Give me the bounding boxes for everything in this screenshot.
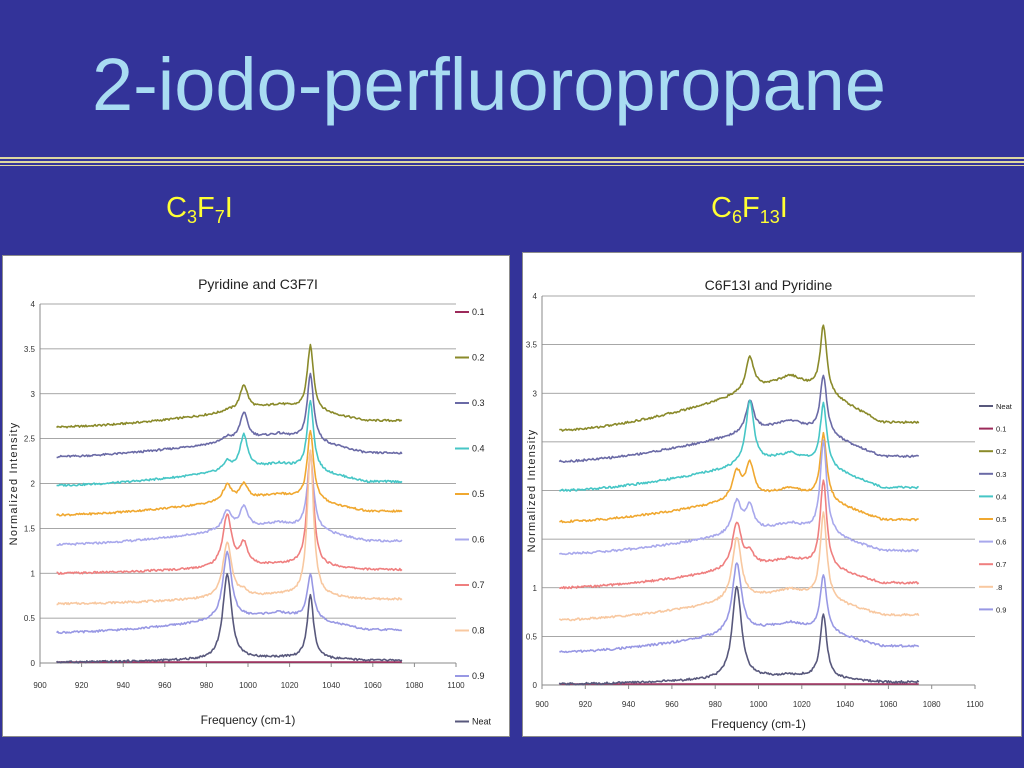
series-line-0p5 [56,429,403,517]
y-tick-label: 3 [31,390,36,399]
series-line-Neat [56,573,403,664]
x-tick-label: 1060 [364,681,382,690]
series-line-0p7 [56,449,403,575]
series-line-0p7 [559,479,920,590]
legend-label: 0.1 [996,425,1006,434]
left-formula-label: C3F7I [166,192,233,227]
x-tick-label: 920 [75,681,89,690]
y-tick-label: 3.5 [24,345,36,354]
series-line-0p2 [56,343,403,429]
legend-label: 0.7 [996,560,1006,569]
chart-panel-c3f7i: Pyridine and C3F7I 0 0.5 1 1.5 2 2.5 3 3.5 4 900 92… [2,255,510,737]
y-tick-label: 1 [31,569,36,578]
y-tick-label: 0 [533,681,538,690]
x-tick-label: 1000 [750,700,768,709]
y-tick-label: 2.5 [24,435,36,444]
title-divider-middle [0,161,1024,163]
series-line-0p4 [56,399,403,487]
x-tick-label: 1080 [923,700,941,709]
slide-title: 2-iodo-perfluoropropane [92,43,886,126]
legend-label: 0.5 [996,515,1006,524]
series-line-p8 [558,511,920,622]
legend-label: Neat [996,402,1013,411]
legend-label: 0.3 [996,470,1006,479]
y-tick-label: 1 [533,584,538,593]
legend-label: 0.9 [996,605,1006,614]
x-tick-label: 980 [200,681,214,690]
legend-label: 0.8 [472,626,485,636]
x-tick-label: 1100 [966,700,984,709]
x-tick-label: 1100 [447,681,465,690]
legend-label: 0.7 [472,580,485,590]
y-tick-label: 0.5 [24,614,36,623]
y-tick-label: 0.5 [526,632,538,641]
legend-label: 0.6 [472,535,485,545]
x-tick-label: 1060 [880,700,898,709]
chart-title: C6F13I and Pyridine [705,277,833,293]
x-tick-label: 940 [117,681,131,690]
y-axis-label: Normalized Intensity [8,422,20,546]
series-line-Neat [558,585,920,686]
x-tick-label: 960 [158,681,172,690]
y-tick-label: 3.5 [526,341,538,350]
y-tick-label: 0 [31,659,36,668]
series-line-0p5 [559,431,919,524]
legend-label: 0.4 [996,492,1006,501]
y-tick-label: 4 [533,292,538,301]
x-tick-label: 940 [622,700,636,709]
series-line-0p4 [559,399,919,492]
x-tick-label: 920 [579,700,593,709]
x-tick-label: 900 [535,700,549,709]
x-tick-label: 1080 [406,681,424,690]
series-line-0p3 [558,374,920,463]
x-tick-label: 900 [33,681,47,690]
chart-title: Pyridine and C3F7I [198,276,318,292]
legend-label: .8 [996,583,1002,592]
y-axis-label: Normalized Intensity [526,429,538,553]
chart-c6f13i: C6F13I and Pyridine 0 0.5 1 3 3.5 4 900 920 940 96… [526,277,1013,731]
series-line-0p6 [56,455,403,547]
title-divider-top [0,157,1024,159]
y-tick-label: 1.5 [24,524,36,533]
legend-label: 0.4 [472,444,485,454]
legend-label: 0.2 [996,447,1006,456]
legend-label: 0.3 [472,398,485,408]
series-line-0p2 [559,324,920,432]
chart-c3f7i: Pyridine and C3F7I 0 0.5 1 1.5 2 2.5 3 3.5 4 900 92… [8,276,492,727]
y-tick-label: 2 [31,480,36,489]
legend-label: 0.1 [472,307,485,317]
x-tick-label: 1040 [322,681,340,690]
chart-panel-c6f13i: C6F13I and Pyridine 0 0.5 1 3 3.5 4 900 920 940 96… [522,252,1022,737]
legend-label: Neat [472,717,492,727]
x-tick-label: 1020 [281,681,299,690]
series-line-0p9 [56,550,403,635]
legend-label: 0.9 [472,671,485,681]
x-axis-label: Frequency (cm-1) [201,713,296,727]
x-axis-label: Frequency (cm-1) [711,717,806,731]
legend-label: 0.5 [472,489,485,499]
legend-label: 0.2 [472,353,485,363]
series-line-0p9 [559,562,920,654]
x-tick-label: 960 [665,700,679,709]
y-tick-label: 4 [31,300,36,309]
series-line-0p8 [56,449,403,606]
right-formula-label: C6F13I [711,192,788,227]
title-divider-bottom [0,165,1024,166]
x-tick-label: 980 [709,700,723,709]
x-tick-label: 1020 [793,700,811,709]
legend-label: 0.6 [996,538,1006,547]
series-line-0p6 [558,439,919,556]
y-tick-label: 3 [533,389,538,398]
series-line-0p3 [56,372,403,459]
x-tick-label: 1000 [239,681,257,690]
x-tick-label: 1040 [836,700,854,709]
